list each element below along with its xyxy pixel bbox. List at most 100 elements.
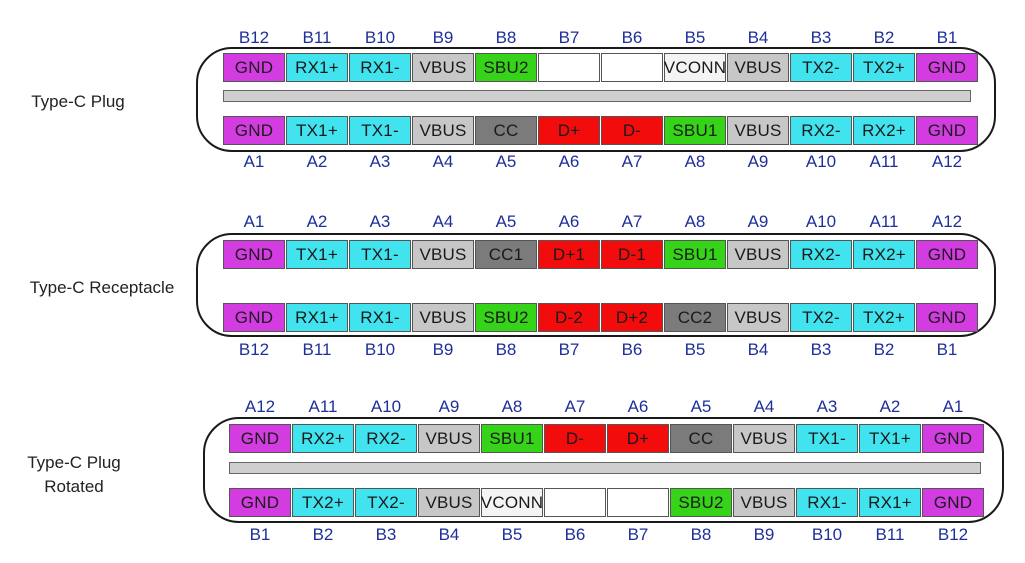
pin-gnd: GND bbox=[223, 240, 285, 269]
pin-gnd: GND bbox=[223, 303, 285, 332]
pin-number-label: A3 bbox=[369, 212, 391, 231]
pin-usb2: D+2 bbox=[601, 303, 663, 332]
pin-number-label: A1 bbox=[243, 212, 265, 231]
pin-data: RX1- bbox=[349, 303, 411, 332]
pin-cc: CC bbox=[670, 424, 732, 453]
pin-gnd: GND bbox=[916, 303, 978, 332]
pin-usb2: D- bbox=[544, 424, 606, 453]
pin-number-label: A12 bbox=[244, 397, 276, 416]
receptacle-top-pin-row: GND TX1+ TX1- VBUS CC1 D+1 D-1 SBU1 VBUS RX2- RX2+… bbox=[223, 240, 978, 269]
pin-number-label: A11 bbox=[308, 397, 338, 416]
pin-number-label: A4 bbox=[432, 212, 454, 231]
pin-number-label: B10 bbox=[364, 28, 396, 47]
pin-number-label: A1 bbox=[243, 152, 265, 171]
pin-number-label: A2 bbox=[306, 212, 328, 231]
pin-number-label: A10 bbox=[370, 397, 402, 416]
pin-number-label: A3 bbox=[816, 397, 838, 416]
pin-number-label: A6 bbox=[558, 152, 580, 171]
pin-data: TX1+ bbox=[286, 240, 348, 269]
pin-vbus: VBUS bbox=[418, 488, 480, 517]
pin-number-label: A6 bbox=[627, 397, 649, 416]
pin-gnd: GND bbox=[229, 424, 291, 453]
plug-top-pin-row: GND RX1+ RX1- VBUS SBU2 VCONN VBUS TX2- TX2+ GND bbox=[223, 53, 978, 82]
pin-number-label: B9 bbox=[432, 28, 454, 47]
plug-bottom-pin-row: GND TX1+ TX1- VBUS CC D+ D- SBU1 VBUS RX2- RX2+ GND bbox=[223, 116, 978, 145]
plug-bottom-pin-numbers: A1 A2 A3 A4 A5 A6 A7 A8 A9 A10 A11 A12 bbox=[223, 150, 983, 174]
pin-data: RX1- bbox=[349, 53, 411, 82]
pin-number-label: A9 bbox=[438, 397, 460, 416]
plug-connector-outline bbox=[196, 47, 996, 152]
pin-empty bbox=[607, 488, 669, 517]
pin-number-label: B11 bbox=[875, 525, 905, 544]
pin-number-label: B5 bbox=[684, 340, 706, 359]
pin-number-label: A8 bbox=[501, 397, 523, 416]
pin-number-label: A4 bbox=[753, 397, 775, 416]
pin-usb2: D+ bbox=[538, 116, 600, 145]
pin-usb2: D+1 bbox=[538, 240, 600, 269]
pin-data: TX2- bbox=[790, 53, 852, 82]
pin-number-label: B1 bbox=[936, 28, 958, 47]
pin-number-label: B9 bbox=[432, 340, 454, 359]
pin-number-label: A11 bbox=[869, 212, 899, 231]
pin-data: TX1+ bbox=[859, 424, 921, 453]
plug-label-line: Type-C Plug bbox=[31, 92, 125, 111]
pin-number-label: B5 bbox=[684, 28, 706, 47]
pin-number-label: B3 bbox=[810, 28, 832, 47]
pin-data: RX1- bbox=[796, 488, 858, 517]
pin-vbus: VBUS bbox=[727, 53, 789, 82]
pin-number-label: A12 bbox=[931, 152, 963, 171]
pin-vbus: VBUS bbox=[418, 424, 480, 453]
plug-rotated-top-pin-row: GND RX2+ RX2- VBUS SBU1 D- D+ CC VBUS TX1- TX1+ GND bbox=[229, 424, 984, 453]
receptacle-label-line: Type-C Receptacle bbox=[29, 278, 175, 297]
pin-gnd: GND bbox=[922, 424, 984, 453]
pin-number-label: B7 bbox=[558, 28, 580, 47]
pin-sbu: SBU1 bbox=[481, 424, 543, 453]
pin-number-label: A1 bbox=[942, 397, 964, 416]
pin-number-label: B1 bbox=[936, 340, 958, 359]
pin-cc: CC bbox=[475, 116, 537, 145]
pin-data: RX1+ bbox=[286, 53, 348, 82]
plug-rotated-tongue bbox=[229, 462, 981, 474]
pin-number-label: B8 bbox=[495, 340, 517, 359]
plug-rotated-label-line-1: Type-C Plug bbox=[27, 453, 121, 472]
pin-number-label: A11 bbox=[869, 152, 899, 171]
pin-data: RX2+ bbox=[292, 424, 354, 453]
pin-sbu: SBU2 bbox=[670, 488, 732, 517]
pin-empty bbox=[544, 488, 606, 517]
pin-gnd: GND bbox=[916, 116, 978, 145]
pin-number-label: A9 bbox=[747, 212, 769, 231]
pin-gnd: GND bbox=[223, 116, 285, 145]
pin-sbu: SBU1 bbox=[664, 116, 726, 145]
receptacle-top-pin-numbers: A1 A2 A3 A4 A5 A6 A7 A8 A9 A10 A11 A12 bbox=[223, 210, 983, 234]
pin-number-label: B3 bbox=[810, 340, 832, 359]
pin-number-label: B7 bbox=[627, 525, 649, 544]
pin-data: TX2- bbox=[355, 488, 417, 517]
plug-tongue bbox=[223, 90, 971, 102]
pin-number-label: B9 bbox=[753, 525, 775, 544]
receptacle-bottom-pin-numbers: B12 B11 B10 B9 B8 B7 B6 B5 B4 B3 B2 B1 bbox=[223, 338, 983, 362]
pin-usb2: D+ bbox=[607, 424, 669, 453]
pin-number-label: A5 bbox=[690, 397, 712, 416]
pin-number-label: B11 bbox=[302, 28, 332, 47]
pin-vbus: VBUS bbox=[412, 116, 474, 145]
receptacle-label: Type-C Receptacle bbox=[12, 276, 192, 300]
pin-number-label: A7 bbox=[621, 152, 643, 171]
pin-number-label: B6 bbox=[621, 28, 643, 47]
pin-number-label: A10 bbox=[805, 152, 837, 171]
receptacle-connector-outline bbox=[196, 233, 996, 337]
pin-empty bbox=[601, 53, 663, 82]
pin-number-label: B2 bbox=[312, 525, 334, 544]
pin-empty bbox=[538, 53, 600, 82]
pin-vbus: VBUS bbox=[412, 240, 474, 269]
plug-rotated-bottom-pin-row: GND TX2+ TX2- VBUS VCONN SBU2 VBUS RX1- RX1+ GND bbox=[229, 488, 984, 517]
pin-number-label: B8 bbox=[495, 28, 517, 47]
pin-data: TX1- bbox=[349, 116, 411, 145]
pin-number-label: B4 bbox=[747, 340, 769, 359]
pin-gnd: GND bbox=[916, 240, 978, 269]
pin-number-label: A8 bbox=[684, 212, 706, 231]
pin-number-label: B8 bbox=[690, 525, 712, 544]
pin-number-label: B10 bbox=[811, 525, 843, 544]
pin-data: TX2+ bbox=[292, 488, 354, 517]
pin-number-label: A5 bbox=[495, 152, 517, 171]
pin-sbu: SBU2 bbox=[475, 303, 537, 332]
